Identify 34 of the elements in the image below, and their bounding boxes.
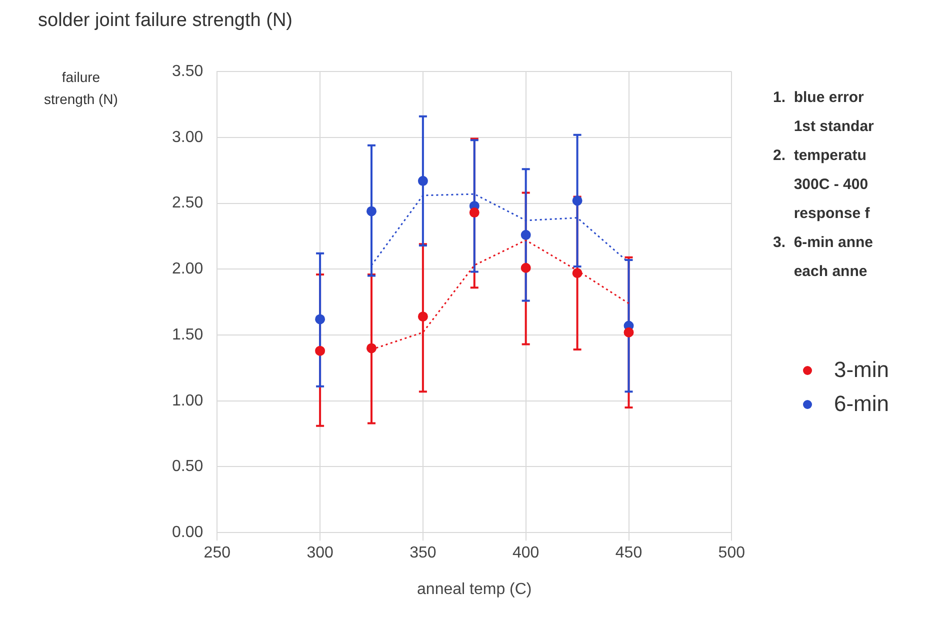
x-axis-title: anneal temp (C) (417, 580, 532, 598)
text: 1. blue error 1st standar (773, 88, 875, 137)
x-tick-label: 500 (718, 544, 746, 562)
y-tick-label: 0.00 (172, 524, 204, 542)
point (366, 343, 376, 354)
y-tick-label: 2.50 (172, 194, 204, 212)
point (366, 206, 376, 216)
y-tick-label: 1.50 (172, 326, 204, 344)
point (572, 196, 582, 206)
point (520, 230, 531, 240)
text: 2. temperatu 300C - 400 response f (773, 146, 871, 224)
point (624, 327, 634, 338)
y-tick-label: 3.00 (172, 128, 204, 146)
text: 3. 6-min anne each anne (773, 233, 874, 282)
x-tick-label: 300 (306, 544, 334, 562)
x-tick-label: 250 (204, 544, 231, 562)
y-tick-label: 1.00 (172, 392, 204, 410)
point (572, 268, 582, 278)
point (315, 346, 326, 356)
point (520, 262, 531, 273)
y-axis-title: failure strength (N) (43, 68, 119, 109)
y-tick-label: 2.00 (172, 260, 204, 278)
point (315, 314, 326, 324)
x-tick-label: 450 (615, 544, 642, 562)
legend-label: 6-min (834, 390, 890, 418)
point (418, 176, 428, 186)
y-tick-label: 3.50 (172, 63, 204, 80)
chart-title: solder joint failure strength (N) (38, 10, 292, 32)
point (418, 312, 428, 322)
x-tick-label: 400 (512, 544, 540, 562)
legend-label: 3-min (834, 356, 890, 384)
point (469, 208, 480, 218)
y-tick-label: 0.50 (172, 458, 204, 476)
x-tick-label: 350 (410, 544, 436, 562)
